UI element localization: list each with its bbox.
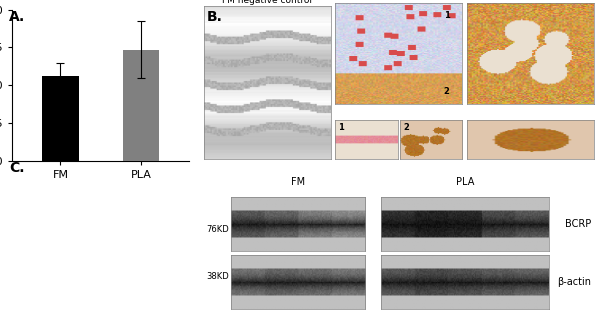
Text: PLA: PLA bbox=[455, 177, 474, 187]
Text: 1: 1 bbox=[444, 11, 449, 20]
Text: 38KD: 38KD bbox=[206, 272, 229, 281]
Text: BCRP: BCRP bbox=[565, 219, 591, 229]
Text: 2: 2 bbox=[444, 87, 449, 96]
Bar bbox=[123, 50, 159, 161]
Text: C.: C. bbox=[9, 161, 25, 175]
Text: B.: B. bbox=[207, 10, 223, 24]
Text: β-actin: β-actin bbox=[557, 277, 591, 287]
Text: FM: FM bbox=[291, 177, 305, 187]
Text: 2: 2 bbox=[403, 123, 409, 132]
Text: 1: 1 bbox=[338, 123, 344, 132]
Title: PLA  BCRP: PLA BCRP bbox=[508, 0, 554, 2]
Title: FM BCRP: FM BCRP bbox=[379, 0, 419, 2]
Text: 76KD: 76KD bbox=[206, 225, 229, 234]
Title: FM negative control: FM negative control bbox=[222, 0, 312, 5]
Bar bbox=[42, 76, 79, 161]
Text: A.: A. bbox=[9, 10, 25, 24]
